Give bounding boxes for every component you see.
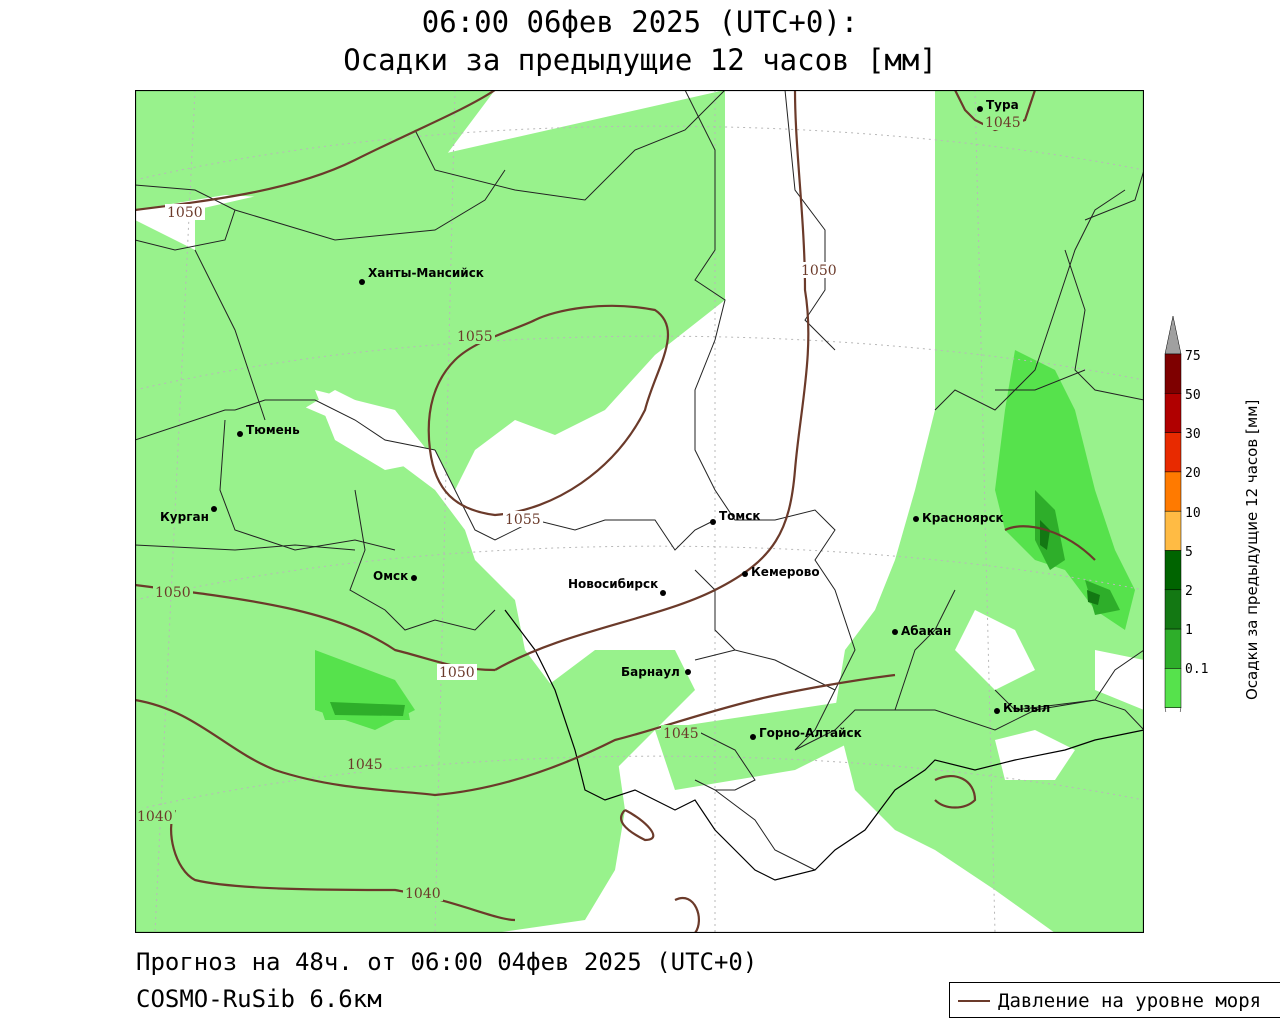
colorbar-box [1164, 668, 1182, 708]
precipitation-map: 1045 1050 1050 1055 1055 1050 1050 1045 … [135, 90, 1144, 933]
colorbar-box [1164, 353, 1182, 394]
colorbar-box [1164, 550, 1182, 591]
isobar-label: 1045 [663, 726, 699, 742]
colorbar-level-label: 30 [1185, 427, 1201, 442]
city-label: Абакан [901, 624, 951, 638]
city-label: Новосибирск [568, 577, 658, 591]
colorbar-level-label: 10 [1185, 506, 1201, 521]
isobar-label: 1045 [985, 115, 1021, 131]
colorbar-box [1164, 628, 1182, 669]
model-name: COSMO-RuSib 6.6км [136, 985, 382, 1013]
city-label: Барнаул [621, 665, 680, 679]
city-label: Ханты-Мансийск [368, 266, 484, 280]
colorbar-box [1164, 510, 1182, 551]
city-label: Кызыл [1003, 701, 1050, 715]
colorbar-level-label: 75 [1185, 349, 1201, 364]
colorbar-box [1164, 393, 1182, 433]
colorbar-level-label: 20 [1185, 466, 1201, 481]
colorbar-level-label: 0.1 [1185, 662, 1209, 677]
isobar-label: 1055 [457, 329, 493, 345]
city-label: Тура [986, 98, 1019, 112]
city-markers: Тура Ханты-Мансийск Тюмень Курган Омск Н… [160, 98, 1050, 740]
colorbar-level-label: 1 [1185, 623, 1193, 638]
city-label: Тюмень [246, 423, 300, 437]
colorbar-level-label: 2 [1185, 584, 1193, 599]
precipitation-colorbar [1164, 316, 1182, 712]
colorbar-level-label: 50 [1185, 388, 1201, 403]
isobar-label: 1050 [155, 585, 191, 601]
isobar-label: 1040 [405, 886, 441, 902]
isobar-label: 1050 [801, 263, 837, 279]
colorbar-box [1164, 589, 1182, 630]
city-label: Томск [719, 509, 761, 523]
pressure-line-swatch [958, 1000, 990, 1002]
admin-borders [135, 90, 1144, 871]
colorbar-over-triangle [1164, 316, 1182, 355]
pressure-legend-label: Давление на уровне моря [998, 990, 1262, 1012]
city-label: Горно-Алтайск [759, 726, 862, 740]
colorbar-level-label: 5 [1185, 545, 1193, 560]
colorbar-under-triangle [1164, 707, 1182, 712]
country-border [504, 609, 1144, 881]
city-label: Курган [160, 510, 209, 524]
city-label: Красноярск [922, 511, 1004, 525]
isobar-label: 1050 [167, 205, 203, 221]
pressure-legend: Давление на уровне моря [949, 982, 1280, 1018]
colorbar-box [1164, 471, 1182, 512]
map-title-line1: 06:00 06фев 2025 (UTC+0): [421, 5, 859, 39]
colorbar-title: Осадки за предыдущие 12 часов [мм] [1243, 399, 1261, 700]
isobar-label: 1055 [505, 512, 541, 528]
isobar-label: 1040 [137, 809, 173, 825]
map-title-line2: Осадки за предыдущие 12 часов [мм] [343, 43, 937, 77]
isobar-labels: 1045 1050 1050 1055 1055 1050 1050 1045 … [135, 114, 1023, 902]
isobar-label: 1050 [439, 665, 475, 681]
forecast-info: Прогноз на 48ч. от 06:00 04фев 2025 (UTC… [136, 948, 758, 976]
colorbar-box [1164, 432, 1182, 473]
city-label: Омск [373, 569, 408, 583]
isobar-label: 1045 [347, 757, 383, 773]
city-label: Кемерово [751, 565, 820, 579]
